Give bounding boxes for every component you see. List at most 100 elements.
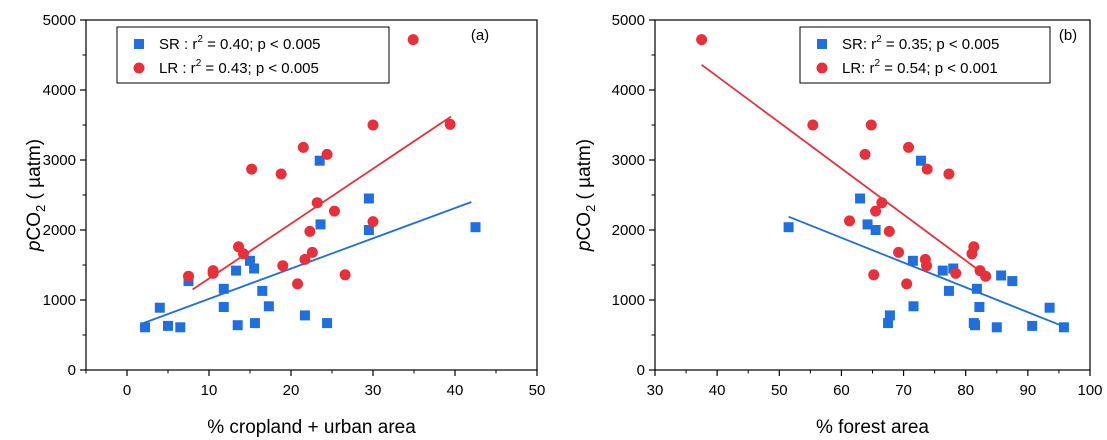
x-tick-label: 50 — [771, 382, 788, 399]
legend-marker-sr — [817, 39, 827, 49]
legend-label-sup: 2 — [875, 58, 881, 69]
data-point-sr — [862, 219, 873, 230]
data-point-lr — [367, 216, 379, 228]
legend-box — [116, 26, 390, 84]
legend-label-prefix: SR: r — [842, 36, 876, 53]
data-point-sr — [991, 322, 1002, 333]
data-point-sr — [249, 263, 260, 274]
data-point-sr — [470, 222, 481, 233]
data-point-sr — [263, 301, 274, 312]
data-point-sr — [299, 310, 310, 321]
data-point-lr — [297, 141, 309, 153]
data-point-sr — [257, 285, 268, 296]
data-point-lr — [444, 118, 456, 130]
data-point-sr — [884, 310, 895, 321]
legend-label-sup: 2 — [876, 34, 882, 45]
data-point-lr — [321, 148, 333, 160]
legend-label-suffix: = 0.35; p < 0.005 — [882, 36, 1000, 53]
panel-label: (a) — [471, 27, 489, 44]
data-point-lr — [311, 197, 323, 209]
fit-line-lr — [701, 64, 992, 280]
y-axis-label-unit: ( µatm) — [574, 139, 595, 205]
data-point-sr — [175, 322, 186, 333]
legend-label-sr: SR: r2 = 0.35; p < 0.005 — [842, 34, 999, 53]
data-point-lr — [407, 34, 419, 46]
legend-label-sup: 2 — [196, 58, 202, 69]
y-tick-label: 4000 — [612, 82, 645, 99]
data-point-lr — [883, 225, 895, 237]
data-point-sr — [937, 265, 948, 276]
data-point-sr — [232, 320, 243, 331]
data-point-sr — [1044, 302, 1055, 313]
data-point-lr — [870, 205, 882, 217]
panel-a: 0 10 20 30 40 50 0 1000 2000 3000 4000 5000 % cropla… — [24, 12, 545, 438]
data-point-sr — [218, 302, 229, 312]
data-point-sr — [1058, 322, 1069, 333]
data-point-lr — [876, 197, 888, 209]
data-point-lr — [696, 34, 708, 46]
data-point-lr — [859, 148, 871, 160]
fit-line-sr — [788, 215, 1065, 328]
x-tick-label: 30 — [365, 382, 382, 399]
data-point-sr — [315, 219, 326, 230]
x-tick-label: 90 — [1020, 382, 1037, 399]
data-point-sr — [163, 320, 173, 331]
data-point-sr — [140, 322, 151, 333]
data-point-lr — [807, 119, 819, 131]
legend-label-suffix: = 0.54; p < 0.001 — [880, 60, 998, 77]
y-tick-label: 0 — [637, 362, 645, 379]
data-point-lr — [921, 163, 933, 175]
data-point-lr — [304, 225, 316, 237]
legend-label-sup: 2 — [197, 34, 203, 45]
data-point-lr — [367, 119, 379, 131]
x-tick-label: 40 — [447, 382, 464, 399]
x-tick-label: 70 — [895, 382, 912, 399]
x-tick-label: 10 — [201, 382, 218, 399]
data-point-sr — [245, 255, 255, 266]
data-point-lr — [893, 246, 905, 258]
data-point-sr — [907, 255, 918, 266]
x-tick-label: 40 — [709, 382, 726, 399]
data-point-sr — [908, 301, 919, 312]
data-point-sr — [363, 193, 374, 204]
panel-label: (b) — [1059, 27, 1077, 44]
y-tick-label: 3000 — [612, 152, 645, 169]
data-point-sr — [971, 283, 982, 294]
data-point-lr — [277, 260, 289, 272]
data-point-lr — [183, 270, 194, 282]
x-tick-label: 20 — [283, 382, 300, 399]
legend-label-suffix: = 0.43; p < 0.005 — [201, 60, 319, 77]
y-axis-label-italic: p — [574, 241, 595, 253]
legend-label-prefix: LR: r — [842, 60, 875, 77]
x-tick-label: 80 — [957, 382, 974, 399]
legend-label-lr: LR : r2 = 0.43; p < 0.005 — [159, 58, 319, 77]
data-point-sr — [218, 283, 229, 294]
data-point-lr — [921, 260, 933, 272]
data-point-sr — [970, 320, 981, 331]
data-point-sr — [363, 225, 374, 235]
data-point-sr — [943, 285, 954, 296]
data-point-sr — [974, 302, 985, 312]
data-point-lr — [903, 141, 915, 153]
y-tick-label: 3000 — [43, 152, 76, 169]
y-tick-label: 0 — [68, 362, 76, 379]
data-point-lr — [328, 205, 340, 217]
data-point-sr — [322, 318, 333, 329]
data-point-lr — [901, 278, 913, 290]
data-point-sr — [1027, 320, 1038, 331]
legend-marker-sr — [134, 39, 144, 49]
data-point-lr — [306, 246, 318, 258]
y-tick-label: 5000 — [612, 12, 645, 29]
data-point-lr — [339, 269, 351, 281]
legend-label-lr: LR: r2 = 0.54; p < 0.001 — [842, 58, 998, 77]
data-point-lr — [844, 215, 856, 227]
y-axis-label-main: CO — [24, 212, 45, 241]
y-axis-label-sub: 2 — [33, 205, 48, 212]
x-tick-label: 100 — [1077, 382, 1102, 399]
data-point-sr — [883, 318, 894, 329]
x-axis-label: % forest area — [816, 417, 929, 438]
data-point-lr — [275, 168, 287, 180]
data-point-lr — [943, 168, 955, 180]
